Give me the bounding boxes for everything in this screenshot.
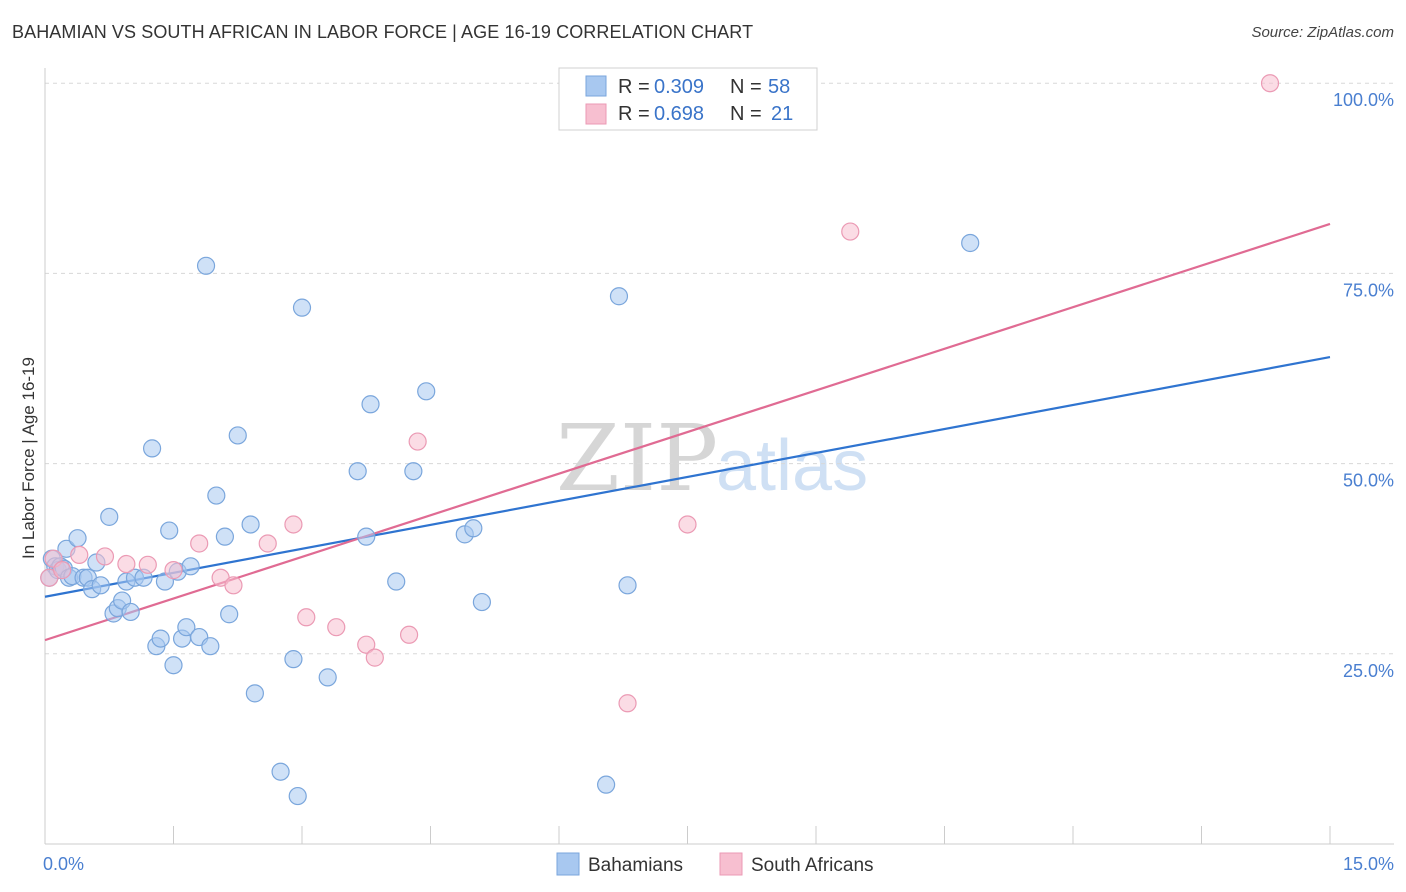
- point-bahamians-20: [121, 602, 140, 622]
- point-south-africans-15: [357, 635, 376, 654]
- point-south-africans-6: [138, 555, 157, 574]
- axes: [44, 68, 1394, 845]
- point-bahamians-41: [245, 684, 264, 703]
- point-bahamians-49: [361, 395, 380, 414]
- correlation-legend: R = 0.309 N = 58 R = 0.698 N = 21: [558, 67, 818, 131]
- trend-lines: [44, 222, 1331, 642]
- point-bahamians-37: [215, 527, 234, 546]
- point-bahamians-34: [196, 256, 216, 275]
- point-south-africans-7: [164, 561, 183, 580]
- point-bahamians-32: [181, 557, 200, 576]
- legend-r-label-south-africans: R =: [618, 103, 650, 125]
- point-bahamians-54: [464, 519, 483, 538]
- point-south-africans-5: [117, 554, 136, 574]
- watermark-atlas: atlas: [716, 426, 868, 506]
- point-bahamians-55: [472, 592, 491, 612]
- point-bahamians-25: [151, 629, 170, 648]
- series-legend-label-bahamians: Bahamians: [588, 855, 683, 876]
- point-south-africans-16: [365, 648, 384, 667]
- point-bahamians-56: [609, 287, 629, 306]
- legend-n-label-bahamians: N =: [730, 76, 762, 98]
- point-bahamians-52: [417, 382, 436, 401]
- point-bahamians-44: [288, 786, 307, 806]
- legend-r-value-bahamians: 0.309: [654, 76, 704, 98]
- grid-lines: [45, 82, 1394, 655]
- point-south-africans-18: [408, 432, 427, 451]
- legend-n-value-bahamians: 58: [768, 76, 790, 98]
- point-bahamians-39: [228, 426, 247, 445]
- point-bahamians-50: [387, 572, 406, 591]
- point-south-africans-11: [258, 534, 277, 553]
- point-bahamians-51: [404, 462, 423, 481]
- point-bahamians-45: [292, 298, 312, 317]
- point-bahamians-59: [961, 233, 980, 253]
- trend-line-south-africans: [44, 222, 1331, 642]
- point-south-africans-4: [95, 547, 115, 566]
- point-bahamians-36: [207, 486, 226, 505]
- point-south-africans-22: [1260, 74, 1280, 93]
- series-legend-label-south-africans: South Africans: [751, 855, 874, 876]
- point-south-africans-20: [618, 694, 637, 713]
- point-south-africans-14: [327, 618, 346, 637]
- point-bahamians-35: [201, 637, 220, 656]
- legend-n-value-south-africans: 21: [771, 103, 793, 125]
- y-axis-title: In Labor Force | Age 16-19: [19, 357, 38, 559]
- point-bahamians-47: [348, 462, 367, 481]
- point-south-africans-17: [399, 625, 419, 644]
- y-tick-label-50: 50.0%: [1343, 471, 1394, 491]
- series-legend-swatch-bahamians: [556, 852, 580, 876]
- point-bahamians-14: [91, 576, 110, 595]
- legend-swatch-south-africans: [585, 103, 607, 125]
- point-south-africans-10: [224, 576, 243, 595]
- watermark-zip: ZIP: [556, 405, 718, 512]
- legend-swatch-bahamians: [585, 75, 607, 97]
- point-bahamians-40: [241, 515, 260, 534]
- data-points: [40, 74, 1280, 806]
- point-south-africans-2: [53, 561, 72, 580]
- x-tick-label-min: 0.0%: [43, 854, 84, 874]
- point-south-africans-13: [297, 608, 316, 627]
- point-bahamians-46: [318, 668, 337, 687]
- point-south-africans-3: [70, 545, 89, 565]
- y-tick-label-75: 75.0%: [1343, 280, 1394, 300]
- point-bahamians-38: [220, 605, 239, 624]
- trend-line-bahamians: [44, 356, 1331, 598]
- point-bahamians-58: [597, 775, 616, 794]
- series-legend: Bahamians South Africans: [556, 852, 874, 876]
- legend-n-label-south-africans: N =: [730, 103, 762, 125]
- point-south-africans-21: [841, 222, 860, 241]
- point-bahamians-57: [618, 576, 637, 595]
- point-bahamians-28: [164, 656, 183, 675]
- chart-title: BAHAMIAN VS SOUTH AFRICAN IN LABOR FORCE…: [12, 22, 754, 42]
- legend-r-label-bahamians: R =: [618, 76, 650, 98]
- point-bahamians-43: [284, 650, 303, 669]
- y-tick-labels: 25.0% 50.0% 75.0% 100.0%: [1333, 90, 1394, 681]
- point-bahamians-27: [160, 521, 179, 540]
- point-south-africans-12: [284, 515, 303, 534]
- y-tick-label-100: 100.0%: [1333, 90, 1394, 110]
- source-credit: Source: ZipAtlas.com: [1251, 24, 1394, 41]
- y-tick-label-25: 25.0%: [1343, 661, 1394, 681]
- point-bahamians-9: [68, 529, 87, 548]
- point-bahamians-42: [271, 762, 290, 781]
- point-bahamians-23: [142, 439, 162, 458]
- point-bahamians-48: [357, 527, 376, 546]
- point-south-africans-19: [678, 515, 697, 534]
- legend-r-value-south-africans: 0.698: [654, 103, 704, 125]
- point-bahamians-15: [100, 507, 119, 526]
- series-legend-swatch-south-africans: [719, 852, 743, 876]
- point-south-africans-8: [190, 534, 209, 553]
- x-tick-label-max: 15.0%: [1343, 854, 1394, 874]
- point-bahamians-31: [177, 618, 196, 637]
